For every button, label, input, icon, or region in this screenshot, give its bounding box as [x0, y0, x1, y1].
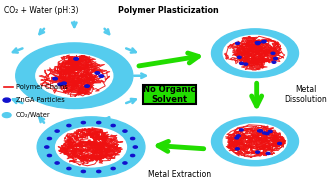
Text: Metal Extraction: Metal Extraction — [148, 170, 211, 179]
Circle shape — [95, 72, 100, 74]
Circle shape — [111, 124, 115, 127]
Circle shape — [47, 154, 51, 157]
Circle shape — [268, 130, 272, 132]
Circle shape — [55, 130, 59, 132]
Circle shape — [257, 42, 260, 44]
Circle shape — [2, 113, 11, 118]
Circle shape — [45, 146, 49, 148]
Circle shape — [81, 122, 85, 124]
Circle shape — [55, 162, 59, 164]
Circle shape — [278, 142, 282, 145]
Circle shape — [244, 63, 248, 65]
Circle shape — [266, 152, 270, 155]
Circle shape — [58, 83, 62, 86]
Circle shape — [53, 77, 57, 80]
Circle shape — [237, 135, 240, 137]
Circle shape — [223, 124, 287, 159]
Text: Polymer Plasticization: Polymer Plasticization — [118, 6, 218, 15]
Circle shape — [16, 43, 133, 108]
Circle shape — [3, 98, 10, 102]
Circle shape — [211, 117, 298, 166]
Circle shape — [97, 122, 101, 124]
Circle shape — [274, 57, 278, 60]
Circle shape — [85, 85, 89, 88]
Circle shape — [36, 54, 113, 97]
Circle shape — [56, 127, 126, 167]
Circle shape — [123, 130, 127, 132]
Circle shape — [67, 167, 71, 170]
Text: Polymer Chains: Polymer Chains — [16, 84, 68, 90]
Text: No Organic
Solvent: No Organic Solvent — [143, 85, 196, 104]
Circle shape — [262, 132, 266, 134]
Circle shape — [256, 43, 260, 45]
Circle shape — [265, 132, 269, 135]
Circle shape — [74, 58, 79, 60]
FancyBboxPatch shape — [143, 85, 196, 104]
Circle shape — [236, 42, 240, 44]
Circle shape — [235, 137, 239, 139]
Circle shape — [123, 162, 127, 164]
Circle shape — [271, 52, 275, 54]
Text: CO₂/Water: CO₂/Water — [16, 112, 50, 118]
Circle shape — [236, 148, 239, 150]
Circle shape — [62, 82, 66, 85]
Text: Metal
Dissolution: Metal Dissolution — [284, 85, 327, 104]
Circle shape — [261, 41, 265, 43]
Circle shape — [255, 42, 259, 44]
Circle shape — [272, 61, 276, 63]
Circle shape — [37, 117, 145, 177]
Circle shape — [133, 146, 137, 148]
Circle shape — [111, 167, 115, 170]
Circle shape — [258, 130, 261, 132]
Circle shape — [259, 130, 262, 132]
Circle shape — [97, 170, 101, 173]
Circle shape — [262, 40, 266, 43]
Text: ZnGA Particles: ZnGA Particles — [16, 97, 65, 103]
Circle shape — [131, 154, 135, 157]
Circle shape — [131, 137, 135, 140]
Circle shape — [47, 137, 51, 140]
Circle shape — [81, 170, 85, 173]
Circle shape — [240, 62, 243, 64]
Circle shape — [238, 56, 241, 58]
Circle shape — [211, 29, 298, 78]
Circle shape — [67, 124, 71, 127]
Circle shape — [99, 75, 104, 77]
Circle shape — [223, 35, 287, 71]
Circle shape — [256, 151, 259, 153]
Text: CO₂ + Water (pH:3): CO₂ + Water (pH:3) — [4, 6, 79, 15]
Circle shape — [240, 129, 243, 131]
